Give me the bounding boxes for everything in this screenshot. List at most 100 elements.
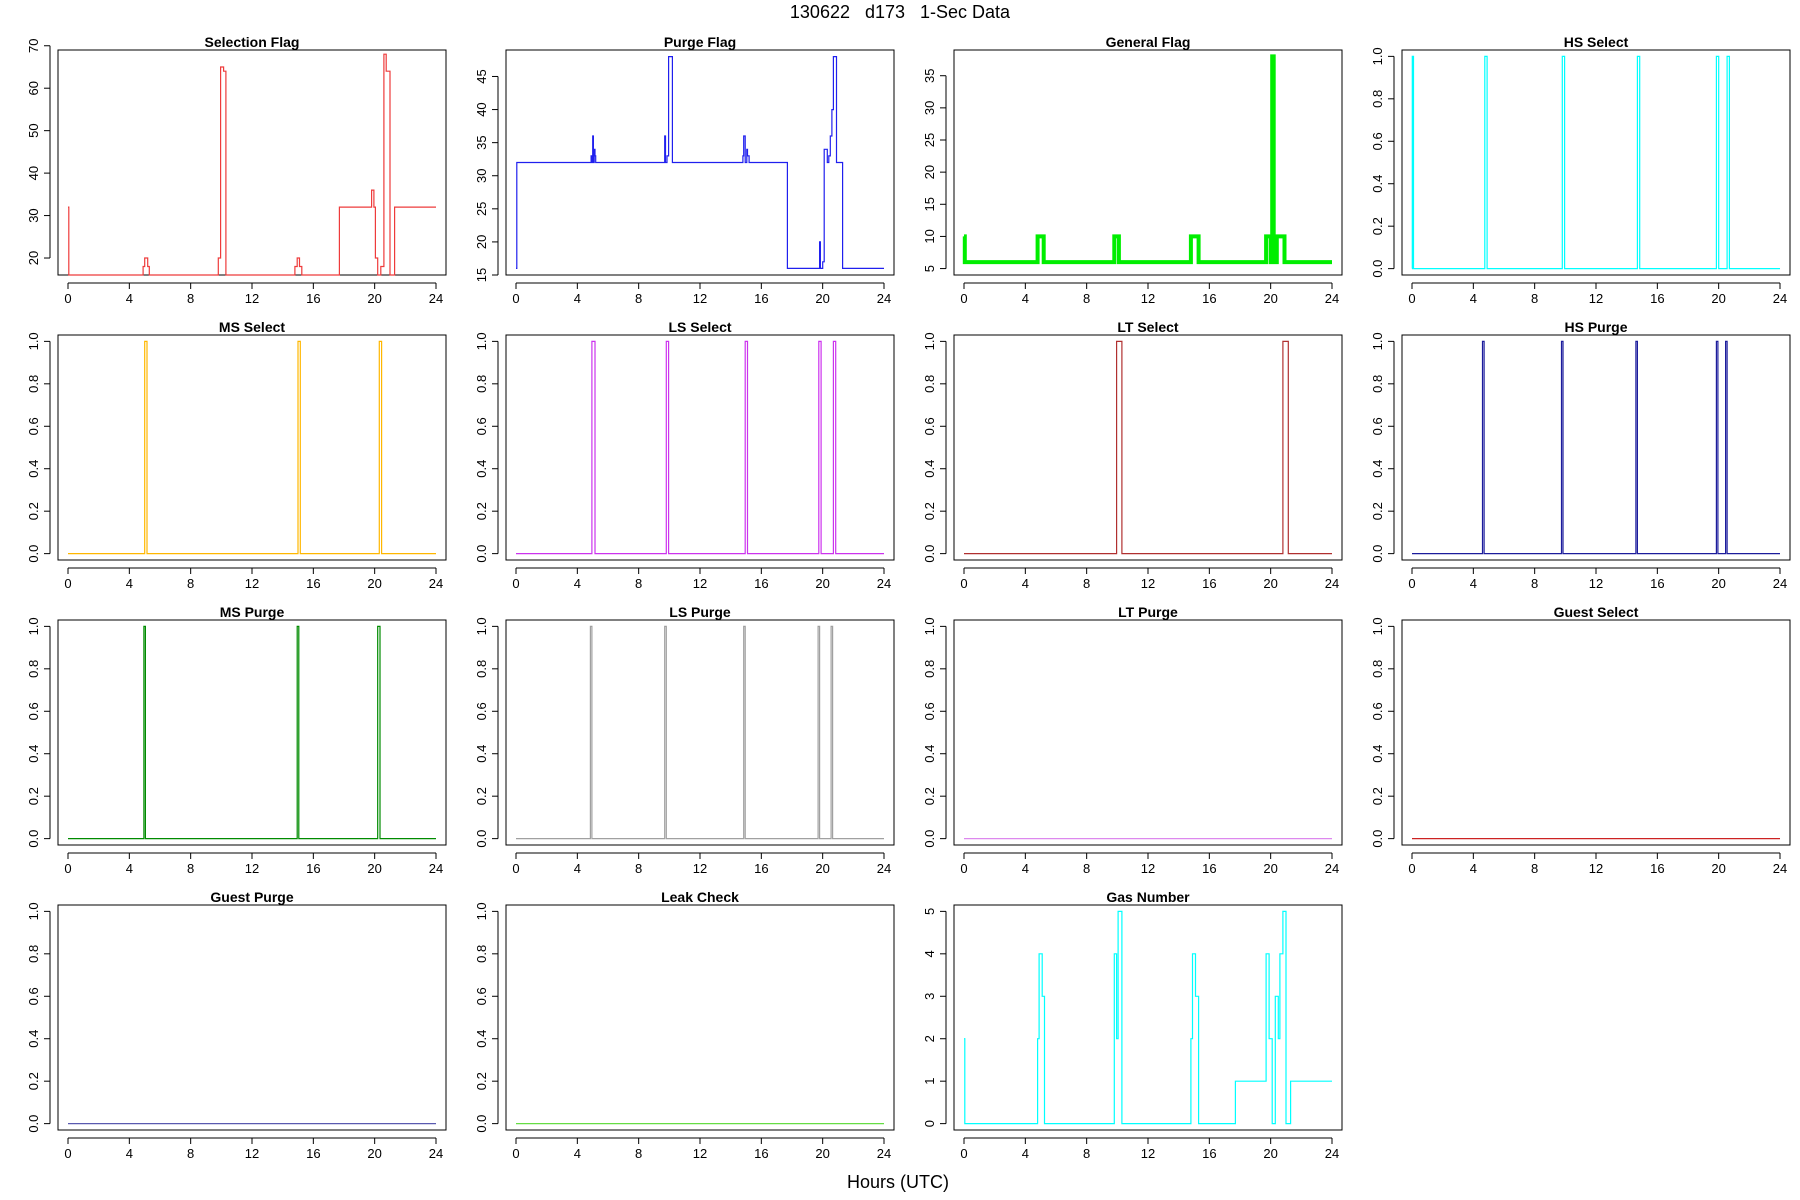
x-tick-label: 8 [1531, 861, 1538, 876]
x-tick-label: 12 [1141, 1146, 1155, 1161]
y-tick-label: 0.4 [474, 1030, 489, 1048]
series-line-ls-select [516, 340, 884, 555]
x-tick-label: 12 [1589, 861, 1603, 876]
x-tick-label: 8 [635, 861, 642, 876]
y-tick-label: 0.2 [474, 787, 489, 805]
x-tick-label: 8 [187, 1146, 194, 1161]
plot-frame [1401, 619, 1791, 846]
x-tick-label: 24 [877, 861, 891, 876]
x-tick-label: 8 [187, 291, 194, 306]
y-tick-label: 1.0 [474, 902, 489, 920]
x-tick-label: 8 [1531, 576, 1538, 591]
x-tick-label: 4 [1022, 861, 1029, 876]
x-tick-label: 16 [754, 861, 768, 876]
x-tick-label: 12 [693, 861, 707, 876]
x-tick-label: 16 [306, 291, 320, 306]
y-tick-label: 0.8 [26, 660, 41, 678]
y-tick-label: 0.2 [1370, 217, 1385, 235]
y-tick-label: 0.4 [26, 745, 41, 763]
y-tick-label: 30 [474, 169, 489, 183]
y-tick-label: 1.0 [1370, 47, 1385, 65]
y-tick-label: 1.0 [1370, 332, 1385, 350]
y-tick-label: 0.0 [26, 545, 41, 563]
x-tick-label: 0 [64, 1146, 71, 1161]
y-tick-label: 20 [474, 235, 489, 249]
y-tick-label: 0.6 [26, 702, 41, 720]
y-tick-label: 15 [922, 197, 937, 211]
x-tick-label: 24 [1773, 576, 1787, 591]
x-tick-label: 4 [1022, 576, 1029, 591]
y-tick-label: 15 [474, 268, 489, 282]
panel-guest-select: Guest Select 0 4 8 12 16 20 24 0.0 0.2 0.4 0.6 0.8 1.… [1370, 604, 1791, 876]
panel-title: MS Select [219, 319, 285, 335]
panel-ms-select: MS Select 0 4 8 12 16 20 24 0.0 0.2 0.4 0.6 0.8 1.0 [26, 319, 447, 591]
x-tick-label: 4 [1470, 576, 1477, 591]
y-tick-label: 70 [26, 39, 41, 53]
y-tick-label: 0.0 [1370, 830, 1385, 848]
y-tick-label: 1.0 [26, 617, 41, 635]
y-tick-label: 0.6 [922, 417, 937, 435]
series-line-selection-flag [68, 53, 436, 276]
y-tick-label: 40 [26, 166, 41, 180]
y-tick-label: 0.0 [474, 830, 489, 848]
y-tick-label: 10 [922, 229, 937, 243]
y-tick-label: 0.8 [474, 375, 489, 393]
x-tick-label: 20 [1711, 861, 1725, 876]
y-tick-label: 25 [474, 202, 489, 216]
y-tick-label: 0.0 [26, 830, 41, 848]
plot-frame [505, 334, 895, 561]
y-tick-label: 0.8 [26, 375, 41, 393]
y-tick-label: 4 [922, 950, 937, 957]
y-tick-label: 0.6 [26, 417, 41, 435]
series-line-gas-number [964, 910, 1332, 1125]
y-tick-label: 0.6 [26, 987, 41, 1005]
y-tick-label: 1.0 [1370, 617, 1385, 635]
plot-frame [505, 619, 895, 846]
x-tick-label: 8 [635, 291, 642, 306]
x-tick-label: 24 [1325, 291, 1339, 306]
plot-frame [57, 49, 447, 276]
x-tick-label: 4 [574, 1146, 581, 1161]
x-tick-label: 4 [126, 291, 133, 306]
x-tick-label: 16 [306, 861, 320, 876]
y-tick-label: 30 [922, 101, 937, 115]
plot-frame [505, 904, 895, 1131]
x-tick-label: 20 [815, 576, 829, 591]
y-tick-label: 0.8 [922, 375, 937, 393]
x-tick-label: 20 [367, 1146, 381, 1161]
y-tick-label: 0.2 [922, 787, 937, 805]
x-tick-label: 0 [1408, 291, 1415, 306]
x-tick-label: 20 [1263, 291, 1277, 306]
y-tick-label: 1.0 [474, 617, 489, 635]
panel-lt-select: LT Select 0 4 8 12 16 20 24 0.0 0.2 0.4 0.6 0.8 1.0 [922, 319, 1343, 591]
x-tick-label: 0 [64, 291, 71, 306]
series-line-ms-select [68, 340, 436, 555]
y-tick-label: 1.0 [922, 332, 937, 350]
series-line-purge-flag [516, 56, 884, 269]
x-tick-label: 12 [1589, 576, 1603, 591]
x-tick-label: 12 [245, 576, 259, 591]
x-tick-label: 8 [635, 576, 642, 591]
x-tick-label: 12 [693, 291, 707, 306]
x-tick-label: 4 [1470, 861, 1477, 876]
panel-hs-purge: HS Purge 0 4 8 12 16 20 24 0.0 0.2 0.4 0.6 0.8 1.0 [1370, 319, 1791, 591]
x-tick-label: 20 [367, 291, 381, 306]
panel-title: MS Purge [220, 604, 285, 620]
panel-title: Selection Flag [205, 34, 300, 50]
y-tick-label: 0.6 [922, 702, 937, 720]
panel-title: Gas Number [1106, 889, 1190, 905]
x-tick-label: 16 [754, 1146, 768, 1161]
y-tick-label: 0.2 [26, 1072, 41, 1090]
y-tick-label: 0.8 [1370, 660, 1385, 678]
x-tick-label: 4 [574, 861, 581, 876]
y-tick-label: 25 [922, 133, 937, 147]
x-tick-label: 20 [367, 576, 381, 591]
panel-hs-select: HS Select 0 4 8 12 16 20 24 0.0 0.2 0.4 0.6 0.8 1.0 [1370, 34, 1791, 306]
x-tick-label: 24 [877, 1146, 891, 1161]
y-tick-label: 0.0 [474, 545, 489, 563]
x-tick-label: 8 [1083, 576, 1090, 591]
y-tick-label: 40 [474, 102, 489, 116]
x-tick-label: 16 [1650, 576, 1664, 591]
y-tick-label: 1.0 [26, 902, 41, 920]
x-tick-label: 12 [1589, 291, 1603, 306]
